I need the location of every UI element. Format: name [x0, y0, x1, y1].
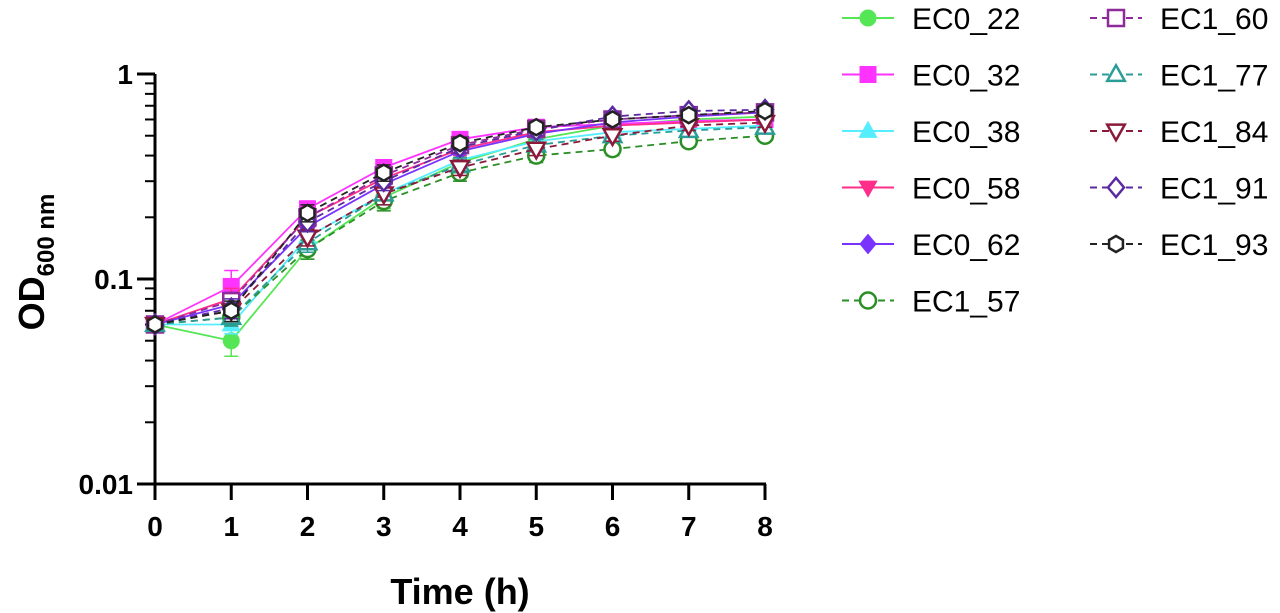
legend-marker	[858, 291, 878, 310]
y-tick-label: 0.1	[94, 264, 133, 295]
data-point	[222, 332, 240, 350]
legend-item-EC1_60: EC1_60	[1090, 3, 1268, 36]
legend-label: EC0_32	[912, 60, 1020, 93]
x-tick-label: 2	[300, 511, 316, 542]
x-tick-label: 6	[605, 511, 621, 542]
y-tick-label: 1	[117, 59, 133, 90]
legend-item-EC1_93: EC1_93	[1090, 229, 1268, 262]
legend-marker	[1105, 62, 1127, 83]
legend-item-EC1_91: EC1_91	[1090, 173, 1268, 206]
data-point	[223, 301, 240, 321]
legend-marker	[859, 233, 877, 255]
x-ticks: 0 1 2 3 4 5 6 7 8	[147, 484, 773, 542]
x-tick-label: 1	[223, 511, 239, 542]
legend: EC0_22 EC0_32 EC0_38 EC0_58 EC0_62 EC1_57 EC1_…	[842, 3, 1268, 319]
series-EC1_93	[146, 101, 774, 334]
legend-label: EC0_22	[912, 3, 1020, 36]
legend-label: EC1_84	[1160, 116, 1268, 149]
x-tick-label: 3	[376, 511, 392, 542]
x-tick-label: 5	[528, 511, 544, 542]
legend-item-EC0_62: EC0_62	[842, 229, 1020, 262]
legend-label: EC0_62	[912, 229, 1020, 262]
y-axis-title-subscript: 600 nm	[33, 194, 60, 277]
legend-marker	[858, 180, 878, 198]
legend-marker	[859, 66, 877, 83]
legend-item-EC1_84: EC1_84	[1090, 116, 1268, 149]
legend-marker	[1107, 234, 1125, 254]
legend-label: EC0_58	[912, 173, 1020, 206]
legend-item-EC1_77: EC1_77	[1090, 60, 1268, 93]
legend-marker	[859, 9, 877, 27]
x-tick-label: 4	[452, 511, 468, 542]
legend-label: EC1_93	[1160, 229, 1268, 262]
series-layer	[144, 98, 776, 357]
svg-text:OD600 nm: OD600 nm	[11, 194, 60, 331]
legend-item-EC0_32: EC0_32	[842, 60, 1020, 93]
legend-item-EC1_57: EC1_57	[842, 286, 1020, 319]
data-point	[604, 110, 621, 129]
y-axis-title: OD600 nm	[11, 194, 60, 331]
data-point	[601, 128, 624, 148]
axes: 0.01 0.1 1 0 1 2 3 4 5 6 7 8	[79, 59, 773, 542]
x-tick-label: 0	[147, 511, 163, 542]
x-tick-label: 8	[757, 511, 773, 542]
legend-item-EC0_58: EC0_58	[842, 173, 1020, 206]
legend-marker	[1105, 123, 1127, 143]
y-axis-title-main: OD	[11, 276, 52, 330]
data-point	[375, 163, 392, 183]
legend-marker	[1106, 8, 1126, 28]
legend-item-EC0_22: EC0_22	[842, 3, 1020, 36]
data-point	[528, 117, 545, 137]
y-ticks: 0.01 0.1 1	[79, 59, 155, 500]
legend-label: EC1_57	[912, 286, 1020, 319]
legend-label: EC1_91	[1160, 173, 1268, 206]
data-point	[756, 101, 774, 121]
legend-label: EC1_77	[1160, 60, 1268, 93]
data-point	[525, 141, 548, 161]
x-tick-label: 7	[681, 511, 697, 542]
legend-label: EC1_60	[1160, 3, 1268, 36]
data-point	[680, 105, 697, 125]
data-point	[299, 203, 316, 223]
data-point	[449, 159, 471, 180]
y-tick-label: 0.01	[79, 469, 134, 500]
legend-marker	[1106, 175, 1126, 200]
x-axis-title: Time (h)	[390, 571, 529, 612]
series-line	[154, 126, 766, 326]
legend-label: EC0_38	[912, 116, 1020, 149]
legend-marker	[858, 120, 878, 138]
data-point	[146, 315, 164, 334]
legend-item-EC0_38: EC0_38	[842, 116, 1020, 149]
data-point	[451, 133, 469, 153]
